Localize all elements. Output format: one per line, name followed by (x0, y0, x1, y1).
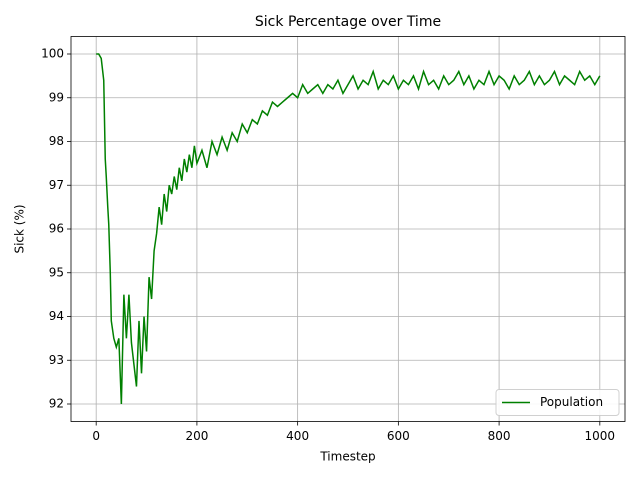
x-tick-label: 800 (488, 429, 511, 443)
plot-frame (70, 36, 626, 422)
y-tick-label: 92 (49, 397, 64, 411)
x-tick-label: 0 (92, 429, 100, 443)
y-tick-label: 100 (41, 47, 64, 61)
y-tick-label: 99 (49, 90, 64, 104)
x-tick-label: 1000 (585, 429, 616, 443)
y-tick-label: 94 (49, 309, 64, 323)
legend-label: Population (540, 395, 603, 409)
y-tick-label: 95 (49, 265, 64, 279)
x-axis-label: Timestep (319, 450, 375, 464)
legend-box (495, 389, 620, 416)
chart-title: Sick Percentage over Time (255, 14, 441, 30)
x-tick-label: 200 (185, 429, 208, 443)
x-tick-label: 600 (387, 429, 410, 443)
y-axis-label: Sick (%) (13, 204, 27, 253)
y-tick-label: 97 (49, 178, 64, 192)
data-line (96, 53, 601, 405)
y-tick-label: 93 (49, 353, 64, 367)
y-tick-label: 96 (49, 222, 64, 236)
y-tick-label: 98 (49, 134, 64, 148)
x-tick-label: 400 (286, 429, 309, 443)
